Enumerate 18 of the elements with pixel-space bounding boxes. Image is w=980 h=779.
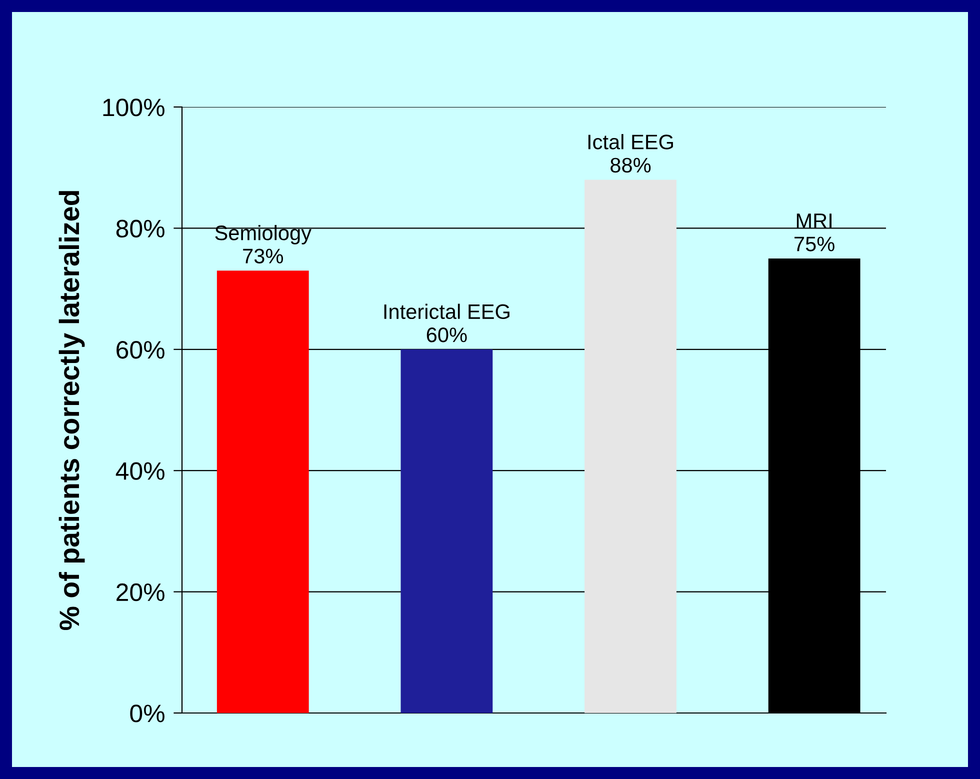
data-label: 73% [243,248,283,264]
data-label: 60% [426,328,467,342]
x-tick-label: Interictal EEG [384,304,510,320]
data-label: 88% [610,158,651,173]
y-tick-label: 20% [116,583,164,602]
data-label: 75% [794,236,834,252]
y-tick-label: 40% [116,462,164,480]
y-tick-label: 0% [130,704,164,722]
bar [216,270,309,713]
y-tick-label: 60% [116,341,164,359]
y-tick-label: 80% [116,220,164,238]
x-tick-label: Semiology [215,224,312,244]
x-tick-label: MRI [796,214,832,228]
y-axis-title: % of patients correctly lateralized [58,191,85,630]
x-tick-label: Ictal EEG [588,134,673,150]
bar [400,349,493,713]
bar [584,180,676,713]
y-tick-label: 100% [103,98,164,116]
